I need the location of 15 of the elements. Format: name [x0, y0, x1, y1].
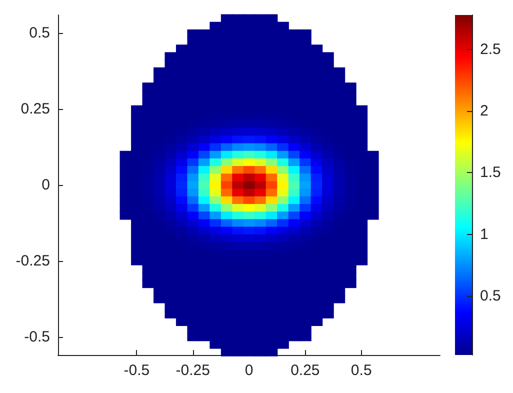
y-tick-label: 0.25	[20, 100, 50, 118]
color-bar-label: 1	[480, 226, 488, 243]
x-tick-label: 0.5	[350, 362, 372, 379]
y-tick-label: 0	[42, 176, 50, 194]
y-tick-label: -0.25	[16, 252, 50, 270]
y-tick-label: -0.5	[24, 328, 50, 346]
color-bar-label: 2	[480, 102, 488, 120]
y-tick-label: 0.5	[29, 24, 50, 42]
color-bar-label: 0.5	[480, 287, 501, 304]
x-tick-label: 0.25	[290, 362, 320, 379]
x-tick-label: -0.25	[176, 362, 210, 379]
x-tick-label: -0.5	[124, 362, 150, 379]
color-bar-label: 2.5	[480, 40, 501, 58]
x-tick-label: 0	[244, 362, 254, 379]
color-bar-label: 1.5	[480, 164, 501, 182]
